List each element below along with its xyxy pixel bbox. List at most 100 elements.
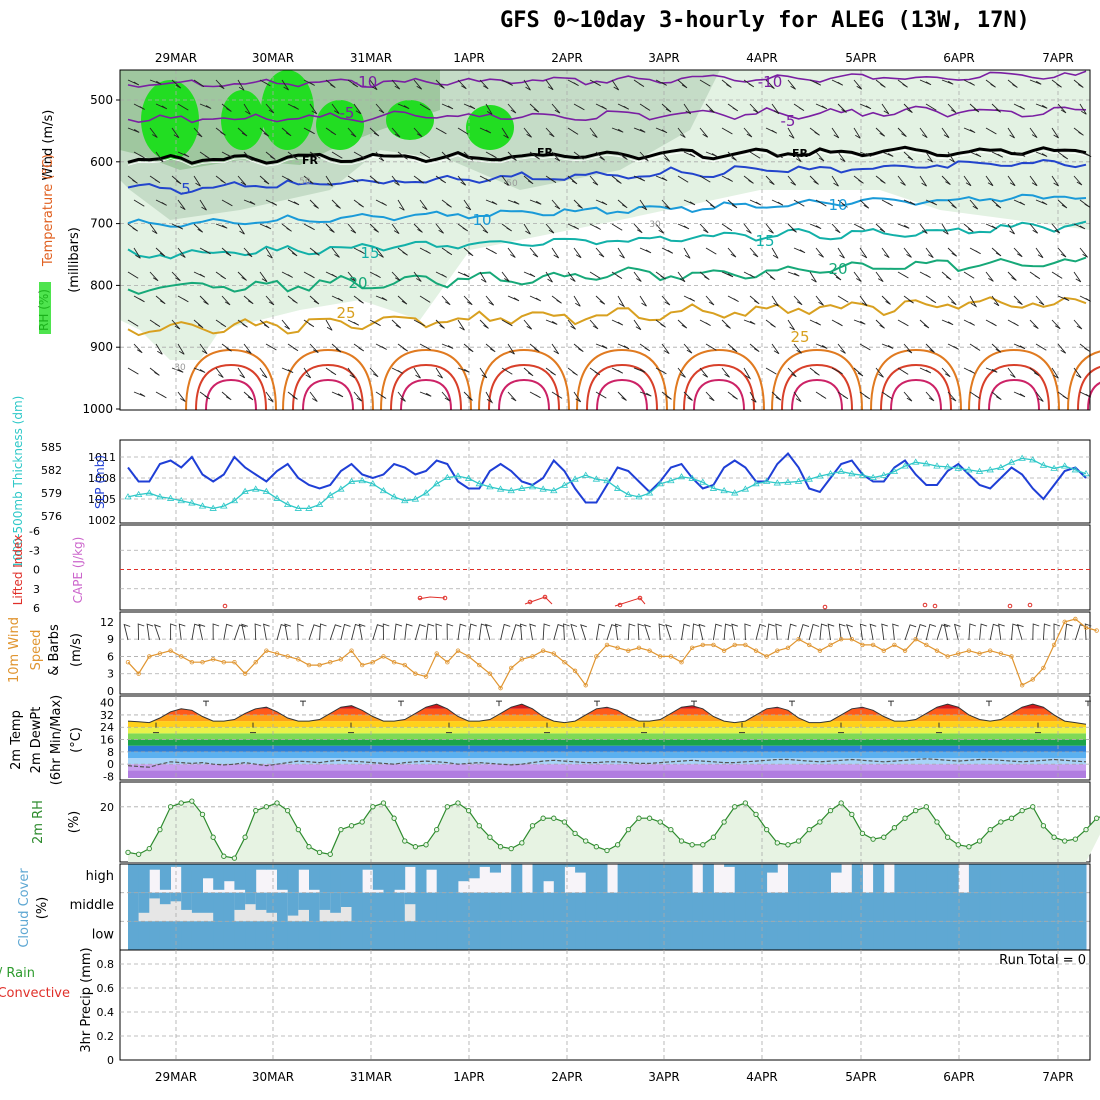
cloud-bar-middle bbox=[287, 892, 299, 916]
wind-barb bbox=[677, 175, 689, 183]
rh-marker bbox=[476, 823, 482, 829]
wind-speed-marker bbox=[785, 645, 791, 650]
wind-barb bbox=[441, 391, 451, 402]
wind-barb bbox=[331, 151, 343, 159]
wind-barb bbox=[919, 319, 930, 329]
wind-barb bbox=[457, 623, 467, 641]
wind-barb bbox=[943, 623, 951, 641]
wind-barb bbox=[941, 271, 952, 281]
cloud-bar-high bbox=[915, 864, 927, 893]
wind-barb bbox=[859, 247, 868, 259]
wind-barb bbox=[479, 223, 489, 234]
cloud-bar-high bbox=[575, 864, 587, 873]
temperature-contour bbox=[673, 348, 765, 411]
contour-label: 20 bbox=[348, 274, 367, 292]
wind-barb bbox=[325, 79, 336, 88]
cloud-bar-middle bbox=[521, 892, 533, 922]
wind-barb bbox=[815, 103, 828, 110]
wind-barb bbox=[1029, 127, 1038, 138]
wind-barb bbox=[353, 247, 365, 254]
wind-barb bbox=[404, 623, 413, 641]
wind-barb bbox=[193, 319, 204, 329]
thickness-line bbox=[127, 457, 1087, 510]
wind-barb bbox=[149, 127, 158, 138]
wind-barb bbox=[925, 103, 937, 111]
wind-barb bbox=[915, 624, 927, 641]
wind-barb bbox=[215, 175, 226, 184]
wind-speed-marker bbox=[157, 651, 163, 656]
lifted-index-marker bbox=[222, 603, 228, 609]
wind-barb bbox=[287, 343, 299, 352]
cloud-bar-middle bbox=[319, 892, 331, 910]
thickness-marker bbox=[198, 502, 207, 509]
wind-speed-marker bbox=[711, 642, 716, 648]
wind-barb bbox=[523, 79, 531, 91]
date-label-bottom: 7APR bbox=[1042, 1070, 1073, 1084]
wind-barb bbox=[859, 391, 871, 400]
thickness-marker bbox=[752, 480, 760, 487]
wind-speed-marker bbox=[583, 683, 588, 688]
cloud-bar-middle bbox=[649, 892, 661, 922]
cloud-bar-high bbox=[724, 864, 736, 867]
rh-marker bbox=[785, 842, 791, 848]
wind-barb bbox=[507, 151, 517, 161]
wind-barb bbox=[397, 247, 408, 256]
wind-speed-marker bbox=[519, 657, 525, 662]
rh2m-units-label: (%) bbox=[67, 811, 82, 834]
wind-tick-label: 0 bbox=[107, 685, 114, 698]
wind-speed-marker bbox=[902, 648, 908, 653]
wind-barb bbox=[617, 391, 627, 401]
contour-label: -5 bbox=[781, 112, 796, 130]
rh-marker bbox=[838, 800, 844, 806]
cloud-bar-middle bbox=[724, 892, 736, 922]
wind-barb bbox=[485, 151, 497, 159]
rh-marker bbox=[1083, 826, 1089, 833]
rh-marker bbox=[668, 826, 674, 833]
wind-speed-marker bbox=[860, 642, 865, 648]
contour-label: 10 bbox=[828, 196, 847, 214]
temperature-contour bbox=[127, 158, 1087, 195]
temperature-contour bbox=[978, 363, 1050, 411]
cloud-bar-low bbox=[766, 921, 778, 950]
wind-barb bbox=[485, 199, 498, 205]
rh-marker bbox=[508, 845, 514, 852]
date-label-bottom: 3APR bbox=[648, 1070, 679, 1084]
cloud-bar-high bbox=[1000, 864, 1012, 893]
wind-barb bbox=[127, 367, 139, 375]
wind-barb bbox=[881, 199, 893, 207]
wind-barb bbox=[727, 295, 739, 302]
wind-barb bbox=[919, 223, 928, 234]
wind-barb bbox=[501, 271, 510, 282]
wind-speed-marker bbox=[359, 662, 365, 668]
wind-barb bbox=[573, 247, 582, 259]
rh-marker bbox=[497, 844, 504, 850]
rh-marker bbox=[902, 815, 908, 821]
pressure-tick-label: 800 bbox=[90, 278, 113, 292]
wind-barb bbox=[699, 319, 711, 326]
temperature-color-band bbox=[120, 696, 1090, 702]
wind-speed-marker bbox=[881, 648, 886, 653]
wind-speed-marker bbox=[956, 651, 961, 656]
temperature-contour bbox=[988, 378, 1040, 411]
cloud-bar-low bbox=[958, 921, 970, 950]
wind-barb bbox=[353, 391, 363, 402]
temperature-line bbox=[127, 703, 1087, 725]
wind-barb bbox=[611, 271, 623, 279]
wind-barb bbox=[589, 127, 598, 138]
wind-barb bbox=[639, 295, 647, 307]
wind-barb bbox=[127, 79, 140, 86]
wind-barb bbox=[991, 391, 1002, 400]
wind-barb bbox=[523, 223, 531, 235]
wind-barb bbox=[936, 624, 949, 641]
wind-barb bbox=[149, 367, 160, 376]
cloud-bar-middle bbox=[479, 892, 491, 922]
temperature-contour bbox=[127, 220, 1087, 260]
wind-barb bbox=[435, 623, 443, 641]
wind-barb bbox=[331, 391, 344, 398]
cloud-bar-low bbox=[819, 921, 831, 950]
wind-barb bbox=[1079, 391, 1092, 398]
wind-speed-marker bbox=[168, 648, 173, 653]
wind-speed-marker bbox=[264, 648, 269, 653]
wind-barb bbox=[529, 295, 542, 302]
